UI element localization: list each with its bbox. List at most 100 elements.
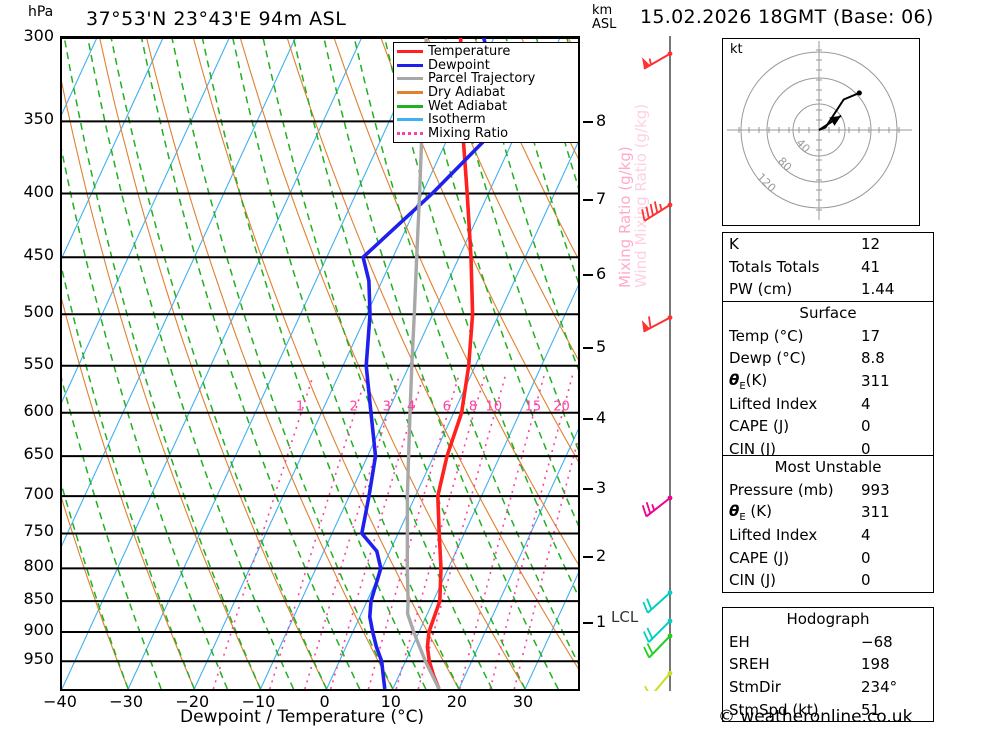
row-label: Totals Totals — [729, 257, 820, 276]
pressure-tick-550: 550 — [23, 353, 54, 373]
row-value: 12 — [861, 235, 881, 254]
row-label: K — [729, 235, 739, 254]
wind-barb — [642, 590, 673, 614]
svg-text:10: 10 — [486, 399, 503, 414]
table-row: Lifted Index 4 — [723, 392, 933, 415]
lcl-marker-label: LCL — [611, 608, 639, 626]
table-row: K 12 — [723, 233, 933, 256]
table-row: SREH 198 — [723, 653, 933, 676]
km-unit-line1: km — [592, 3, 613, 18]
table-row: PW (cm) 1.44 — [723, 278, 933, 301]
row-value: 51 — [861, 700, 881, 719]
row-value: 0 — [861, 439, 871, 458]
row-value: 311 — [861, 503, 890, 522]
skewt-plot: 1 2 3 4 6 8 10 15 20 — [60, 36, 580, 691]
station-title: 37°53'N 23°43'E 94m ASL — [86, 8, 347, 30]
altitude-tick-6: 6 — [596, 263, 607, 283]
wind-barb — [641, 495, 673, 518]
temp-tick-30: 30 — [512, 692, 534, 711]
temp-tick--20: −20 — [175, 692, 210, 711]
altitude-tick-mark-1 — [583, 622, 593, 625]
row-value: 0 — [861, 571, 871, 590]
pressure-tick-300: 300 — [23, 26, 54, 45]
pressure-tick-650: 650 — [23, 444, 54, 464]
row-label: SREH — [729, 655, 770, 674]
pressure-tick-850: 850 — [23, 589, 54, 609]
altitude-tick-mark-5 — [583, 346, 593, 349]
row-label: Pressure (mb) — [729, 480, 834, 499]
temp-tick--30: −30 — [109, 692, 144, 711]
legend-label: Isotherm — [428, 112, 486, 128]
legend-label: Dewpoint — [428, 57, 490, 73]
svg-text:20: 20 — [553, 399, 570, 414]
legend-label: Mixing Ratio — [428, 125, 509, 141]
row-label: EH — [729, 632, 750, 651]
legend-item-temperature: Temperature — [397, 45, 575, 59]
altitude-unit-label: km ASL — [592, 4, 616, 32]
table-row: StmDir 234° — [723, 676, 933, 699]
wind-barb — [641, 51, 673, 70]
row-value: −68 — [861, 632, 893, 651]
altitude-tick-mark-6 — [583, 273, 593, 276]
svg-text:8: 8 — [469, 399, 477, 414]
legend-item-wet-adiabat: Wet Adiabat — [397, 99, 575, 113]
pressure-tick-900: 900 — [23, 620, 54, 640]
altitude-tick-mark-8 — [583, 121, 593, 124]
legend-item-dry-adiabat: Dry Adiabat — [397, 86, 575, 100]
temp-tick-0: 0 — [319, 692, 330, 711]
row-label: CIN (J) — [729, 571, 777, 590]
row-value: 311 — [861, 372, 890, 391]
hodograph-plot: 40 80 120 — [722, 38, 920, 226]
legend-swatch-icon — [397, 63, 423, 67]
legend-swatch-icon — [397, 131, 423, 135]
svg-text:6: 6 — [443, 399, 451, 414]
forecast-date-title: 15.02.2026 18GMT (Base: 06) — [640, 6, 934, 28]
pressure-unit-label: hPa — [28, 4, 54, 20]
wind-barb-column — [640, 36, 700, 691]
table-row: θE(K) 311 — [723, 370, 933, 393]
svg-text:3: 3 — [383, 399, 391, 414]
temp-tick--10: −10 — [241, 692, 276, 711]
row-label: StmDir — [729, 678, 781, 697]
pressure-tick-800: 800 — [23, 556, 54, 576]
row-value: 8.8 — [861, 349, 885, 368]
altitude-tick-8: 8 — [596, 111, 607, 131]
row-value: 993 — [861, 480, 890, 499]
surface-table: Surface Temp (°C) 17 Dewp (°C) 8.8 θE(K) 311 Li… — [722, 301, 934, 462]
wind-barb — [643, 618, 673, 643]
legend-label: Temperature — [428, 44, 511, 60]
row-value: 4 — [861, 526, 871, 545]
table-row: θE (K) 311 — [723, 501, 933, 524]
row-label: PW (cm) — [729, 280, 793, 299]
temp-tick-20: 20 — [446, 692, 468, 711]
table-row: CAPE (J) 0 — [723, 415, 933, 438]
table-row: Dewp (°C) 8.8 — [723, 347, 933, 370]
table-row: Pressure (mb) 993 — [723, 479, 933, 502]
row-label: CAPE (J) — [729, 548, 790, 567]
table-row: CAPE (J) 0 — [723, 546, 933, 569]
pressure-tick-400: 400 — [23, 181, 54, 201]
legend-swatch-icon — [397, 77, 423, 81]
row-label: CIN (J) — [729, 439, 777, 458]
table-row: StmSpd (kt) 51 — [723, 698, 933, 721]
row-label: Dewp (°C) — [729, 349, 807, 368]
altitude-tick-1: 1 — [596, 612, 607, 632]
table-heading: Most Unstable — [774, 458, 882, 476]
km-unit-line2: ASL — [592, 17, 617, 32]
altitude-tick-5: 5 — [596, 336, 607, 356]
legend-item-isotherm: Isotherm — [397, 113, 575, 127]
row-label: θE(K) — [729, 370, 768, 392]
credit-watermark: © weatheronline.co.uk — [718, 707, 913, 727]
altitude-tick-mark-7 — [583, 198, 593, 201]
table-row: EH −68 — [723, 631, 933, 654]
svg-text:40: 40 — [794, 136, 813, 155]
altitude-tick-mark-3 — [583, 487, 593, 490]
svg-text:120: 120 — [754, 171, 778, 195]
table-row: Lifted Index 4 — [723, 524, 933, 547]
svg-text:80: 80 — [775, 155, 794, 174]
indices-table: K 12 Totals Totals 41 PW (cm) 1.44 — [722, 232, 934, 302]
wind-barb — [641, 201, 673, 222]
pressure-tick-600: 600 — [23, 400, 54, 420]
legend-label: Parcel Trajectory — [428, 71, 536, 87]
legend-item-dewpoint: Dewpoint — [397, 59, 575, 73]
